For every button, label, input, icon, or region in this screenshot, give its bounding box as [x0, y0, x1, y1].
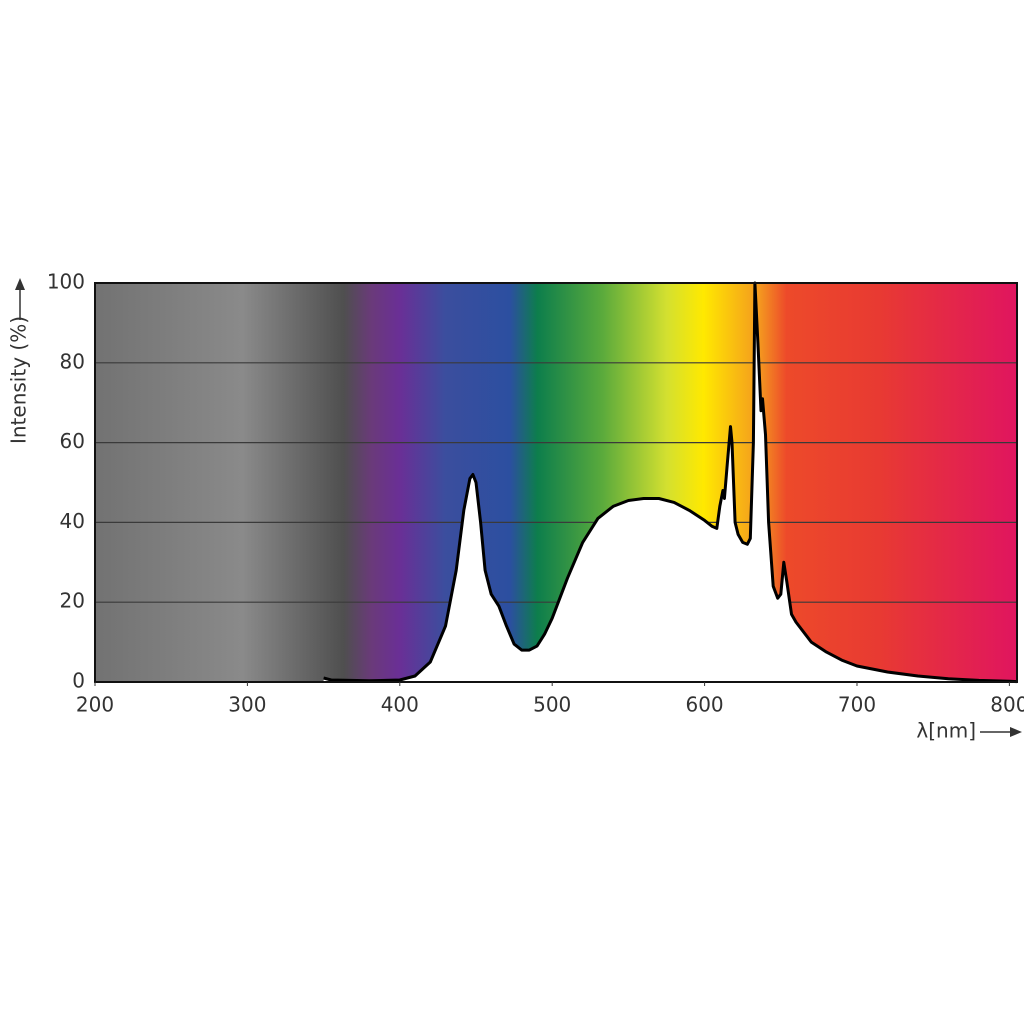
- x-tick-label: 600: [685, 693, 723, 717]
- spectrum-line: [323, 281, 1018, 684]
- area-fill: [323, 283, 1018, 682]
- y-axis-label: Intensity (%): [7, 316, 31, 444]
- x-tick-label: 400: [381, 693, 419, 717]
- plot: [323, 281, 1018, 684]
- y-axis-arrowhead: [15, 278, 25, 290]
- y-tick-label: 80: [60, 349, 85, 373]
- x-tick-label: 500: [533, 693, 571, 717]
- y-tick-label: 0: [72, 669, 85, 693]
- x-tick-label: 800: [990, 693, 1024, 717]
- x-axis-arrowhead: [1010, 727, 1022, 737]
- y-tick-label: 20: [60, 589, 85, 613]
- plot-frame: [94, 282, 1018, 683]
- y-tick-label: 100: [47, 270, 85, 294]
- x-axis-label: λ[nm]: [916, 719, 976, 743]
- x-tick-label: 700: [838, 693, 876, 717]
- x-tick-label: 200: [76, 693, 114, 717]
- x-tick-label: 300: [228, 693, 266, 717]
- y-tick-label: 40: [60, 509, 85, 533]
- y-tick-label: 60: [60, 429, 85, 453]
